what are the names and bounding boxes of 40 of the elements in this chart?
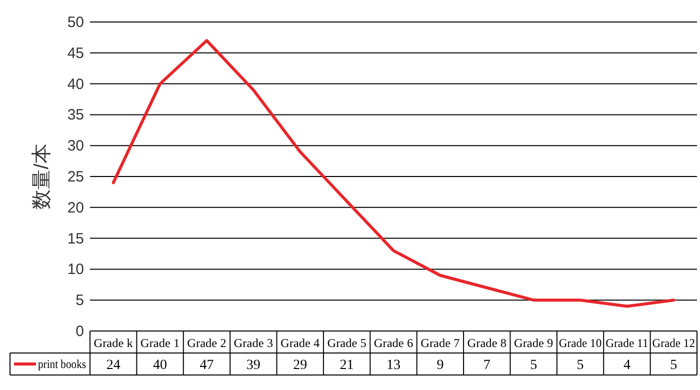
y-tick-label: 35 [67, 106, 84, 124]
x-tick-label: Grade 7 [420, 336, 460, 350]
data-label: 7 [483, 358, 490, 373]
data-label: 4 [623, 358, 630, 373]
data-label: 21 [340, 358, 354, 373]
data-label: 47 [200, 358, 214, 373]
legend-label: print books [38, 357, 92, 371]
x-tick-label: Grade 8 [467, 336, 506, 350]
y-axis-title: 数量/本 [31, 144, 53, 210]
y-tick-label: 40 [67, 76, 84, 93]
x-tick-label: Grade 5 [327, 336, 366, 350]
y-tick-label: 0 [76, 323, 84, 340]
data-label: 9 [436, 358, 444, 373]
data-label: 29 [293, 358, 308, 373]
x-tick-label: Grade 12 [652, 336, 697, 350]
x-tick-label: Grade 2 [187, 336, 226, 350]
x-tick-label: Grade 6 [374, 336, 414, 350]
x-tick-label: Grade 4 [280, 336, 320, 350]
y-tick-label: 30 [67, 138, 84, 155]
data-label: 5 [670, 358, 678, 373]
data-label: 40 [153, 358, 168, 373]
y-tick-label: 25 [67, 168, 84, 186]
y-tick-label: 10 [67, 261, 84, 278]
x-tick-label: Grade 10 [558, 336, 604, 350]
y-tick-label: 15 [67, 230, 84, 248]
data-label: 5 [576, 358, 584, 373]
x-tick-label: Grade 11 [606, 336, 650, 350]
x-tick-label: Grade 3 [234, 336, 274, 350]
data-label: 5 [530, 358, 538, 373]
y-tick-label: 20 [67, 199, 84, 216]
line-series [112, 39, 676, 308]
y-tick-label: 50 [67, 14, 84, 31]
data-label: 13 [386, 358, 400, 373]
y-tick-label: 45 [67, 44, 84, 62]
y-tick-label: 5 [76, 292, 84, 310]
data-label: 39 [246, 358, 260, 373]
x-tick-label: Grade 1 [140, 336, 180, 350]
x-tick-label: Grade 9 [514, 336, 554, 350]
x-tick-label: Grade k [94, 336, 133, 350]
data-label: 24 [106, 358, 120, 373]
